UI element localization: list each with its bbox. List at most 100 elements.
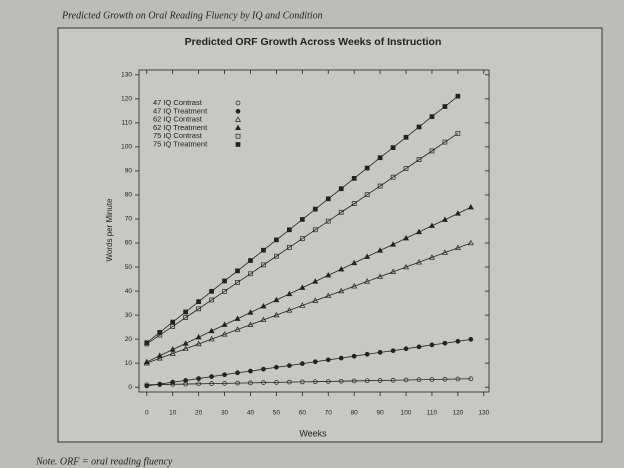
marker (209, 288, 214, 294)
marker (247, 321, 254, 327)
marker (442, 104, 448, 109)
y-tick-label: 120 (121, 96, 132, 103)
marker (416, 124, 422, 130)
marker (143, 358, 150, 365)
x-tick-label: 110 (427, 410, 438, 417)
marker (312, 278, 319, 284)
marker (338, 287, 345, 294)
marker (196, 299, 201, 304)
y-tick-label: 0 (128, 384, 132, 391)
x-tick-label: 20 (195, 410, 203, 417)
marker (364, 253, 371, 259)
marker (222, 372, 227, 378)
marker (274, 380, 279, 385)
legend-marker (235, 116, 241, 122)
legend-label: 62 IQ Treatment (153, 123, 208, 132)
marker (468, 337, 474, 342)
marker (364, 278, 371, 284)
marker (325, 271, 332, 278)
marker (390, 145, 396, 150)
marker (416, 377, 422, 383)
marker (364, 378, 370, 384)
figure-note: Note. ORF = oral reading fluency (35, 456, 173, 467)
x-tick-label: 60 (299, 410, 307, 417)
marker (274, 364, 279, 370)
legend-marker (235, 133, 241, 139)
marker (261, 262, 266, 268)
marker (429, 148, 435, 154)
y-axis-label: Words per Minute (105, 198, 114, 262)
marker (235, 268, 240, 274)
marker (377, 273, 384, 279)
x-tick-label: 100 (401, 410, 412, 417)
marker (455, 131, 461, 136)
x-tick-label: 50 (273, 410, 281, 417)
legend-label: 47 IQ Contrast (153, 98, 203, 107)
marker (442, 376, 448, 382)
marker (403, 377, 409, 383)
marker (286, 307, 293, 313)
x-axis-label: Weeks (299, 428, 327, 438)
marker (274, 253, 279, 259)
y-tick-label: 50 (125, 264, 133, 271)
legend-label: 75 IQ Treatment (153, 139, 208, 148)
marker (312, 227, 318, 233)
legend-marker (235, 142, 241, 147)
marker (312, 206, 318, 212)
marker (221, 331, 228, 337)
marker (260, 316, 267, 323)
marker (287, 227, 292, 233)
marker (299, 236, 305, 242)
marker (222, 380, 227, 386)
x-tick-label: 30 (221, 410, 229, 417)
y-tick-label: 60 (125, 240, 133, 247)
marker (351, 378, 357, 384)
marker (377, 378, 383, 383)
marker (235, 370, 240, 376)
marker (234, 326, 241, 332)
marker (428, 222, 435, 228)
marker (312, 379, 318, 385)
marker (299, 361, 305, 366)
marker (416, 228, 422, 235)
marker (467, 239, 474, 246)
y-tick-label: 10 (125, 360, 133, 367)
marker (195, 333, 202, 340)
marker (351, 353, 357, 359)
marker (312, 297, 319, 303)
marker (338, 186, 344, 192)
marker (196, 381, 201, 387)
marker (416, 157, 422, 162)
marker (169, 346, 176, 352)
y-tick-label: 70 (125, 216, 133, 223)
legend-label: 47 IQ Treatment (153, 106, 208, 115)
marker (390, 241, 397, 247)
marker (377, 350, 383, 355)
marker (377, 247, 384, 253)
legend-marker (235, 100, 241, 106)
marker (235, 280, 240, 285)
y-tick-label: 80 (125, 192, 133, 199)
marker (403, 166, 409, 171)
marker (170, 379, 176, 385)
marker (364, 351, 370, 357)
marker (325, 196, 331, 202)
marker (467, 203, 474, 210)
marker (169, 350, 176, 356)
marker (274, 237, 279, 243)
marker (208, 335, 215, 342)
marker (416, 344, 422, 350)
marker (325, 292, 332, 299)
legend-label: 62 IQ Contrast (153, 115, 203, 124)
marker (325, 218, 331, 224)
marker (195, 340, 202, 347)
marker (156, 352, 163, 358)
marker (403, 134, 409, 140)
marker (299, 302, 306, 308)
marker (428, 254, 435, 260)
marker (338, 209, 344, 215)
y-tick-label: 40 (125, 288, 133, 295)
marker (287, 244, 292, 250)
marker (429, 114, 435, 119)
